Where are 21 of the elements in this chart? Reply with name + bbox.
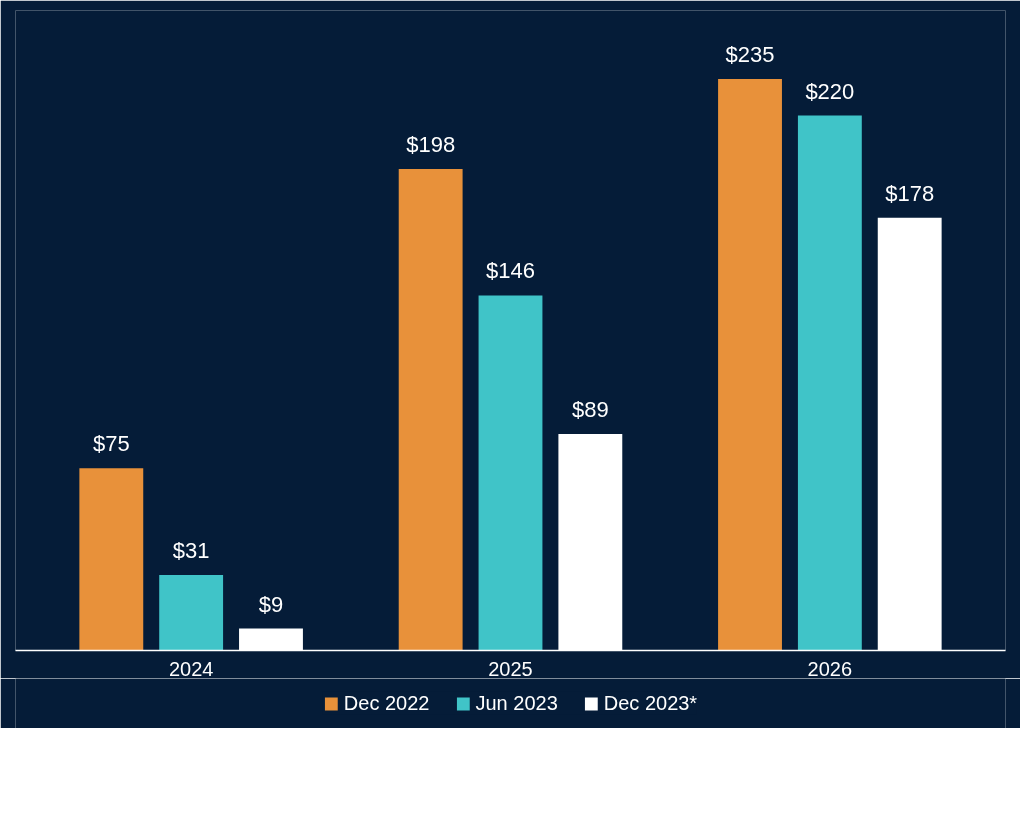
bar [398,169,463,651]
legend-label: Dec 2022 [343,691,430,715]
x-tick-label: 2026 [807,657,853,680]
data-label: $9 [258,591,284,617]
x-tick-label: 2025 [488,657,533,680]
data-label: $198 [406,132,456,158]
data-label: $75 [92,431,130,457]
x-tick-label: 2024 [168,657,214,680]
legend-label: Jun 2023 [475,691,558,715]
data-label: $146 [486,258,535,284]
bar [159,575,224,651]
bar [79,468,144,651]
bar [797,115,862,651]
data-label: $178 [885,180,935,206]
bar [718,79,782,651]
data-label: $235 [725,42,775,68]
data-label: $220 [805,78,855,104]
data-label: $31 [172,538,210,564]
legend-label: Dec 2023* [603,691,698,715]
bar [478,295,543,651]
data-label: $89 [571,397,609,423]
